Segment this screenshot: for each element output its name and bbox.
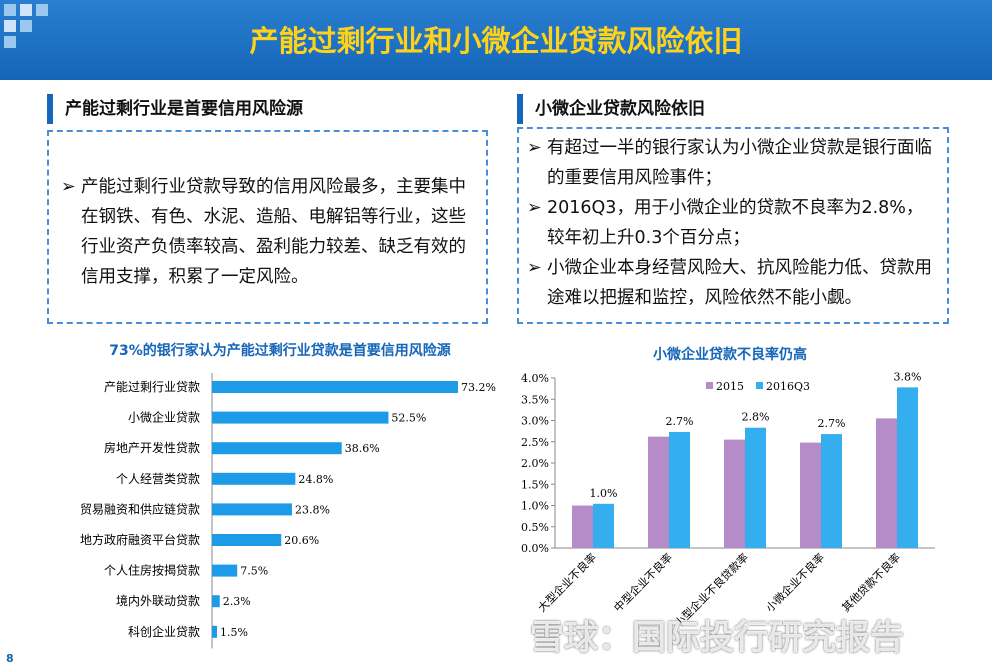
x-tick-label: 小微企业不良率 xyxy=(763,550,827,614)
watermark: 雪球：国际投行研究报告 xyxy=(530,618,904,658)
bar xyxy=(212,411,389,424)
value-label: 3.8% xyxy=(894,370,922,383)
page-number: 8 xyxy=(6,652,14,665)
category-label: 产能过剩行业贷款 xyxy=(104,380,200,394)
deco xyxy=(4,4,48,48)
bullet: 产能过剩行业贷款导致的信用风险最多，主要集中在钢铁、有色、水泥、造船、电解铝等行… xyxy=(61,172,472,292)
bar xyxy=(800,442,821,548)
category-label: 贸易融资和供应链贷款 xyxy=(80,501,200,516)
chart-title: 73%的银行家认为产能过剩行业贷款是首要信用风险源 xyxy=(109,342,451,359)
slide-title: 产能过剩行业和小微企业贷款风险依旧 xyxy=(249,24,743,58)
bar xyxy=(212,472,296,485)
bar xyxy=(669,431,690,548)
category-label: 个人住房按揭贷款 xyxy=(104,563,200,578)
legend-label: 2016Q3 xyxy=(766,380,810,393)
value-label: 24.8% xyxy=(298,473,333,486)
y-tick-label: 4.0% xyxy=(521,372,549,385)
bar xyxy=(212,564,238,577)
section-heading: 小微企业贷款风险依旧 xyxy=(517,94,705,124)
x-tick-label: 其他贷款不良率 xyxy=(839,550,903,614)
header-band xyxy=(0,0,992,80)
bar xyxy=(821,434,842,548)
text-box: 有超过一半的银行家认为小微企业贷款是银行面临的重要信用风险事件； 2016Q3，… xyxy=(517,127,949,324)
bar xyxy=(212,595,220,608)
category-label: 小微企业贷款 xyxy=(128,410,200,425)
y-tick-label: 2.5% xyxy=(521,436,549,449)
y-tick-label: 0.0% xyxy=(521,542,549,555)
bar xyxy=(724,439,745,548)
value-label: 73.2% xyxy=(461,381,496,394)
legend-label: 2015 xyxy=(716,380,744,393)
x-tick-label: 大型企业不良率 xyxy=(535,550,599,614)
category-label: 境内外联动贷款 xyxy=(116,593,200,608)
value-label: 1.0% xyxy=(590,487,618,500)
value-label: 20.6% xyxy=(284,534,319,547)
section-heading: 产能过剩行业是首要信用风险源 xyxy=(47,94,303,124)
x-tick-label: 中型企业不良率 xyxy=(611,550,675,614)
category-label: 地方政府融资平台贷款 xyxy=(80,532,200,547)
legend-swatch xyxy=(756,382,763,389)
value-label: 23.8% xyxy=(295,503,330,516)
chart: 小微企业贷款不良率仍高 0.0% 0.5% 1.0% 1.5% 2.0% 2.5% 3.0% 3… xyxy=(521,346,935,630)
value-label: 7.5% xyxy=(240,565,268,578)
bar xyxy=(897,387,918,548)
legend-swatch xyxy=(706,382,713,389)
bullet: 2016Q3，用于小微企业的贷款不良率为2.8%，较年初上升0.3个百分点； xyxy=(527,193,939,253)
value-label: 2.8% xyxy=(742,411,770,424)
category-label: 房地产开发性贷款 xyxy=(104,440,200,455)
text-box: 产能过剩行业贷款导致的信用风险最多，主要集中在钢铁、有色、水泥、造船、电解铝等行… xyxy=(47,130,488,324)
bar xyxy=(572,505,593,548)
y-tick-label: 3.5% xyxy=(521,393,549,406)
value-label: 2.3% xyxy=(223,595,251,608)
bar xyxy=(212,503,292,516)
value-label: 38.6% xyxy=(345,442,380,455)
y-tick-label: 3.0% xyxy=(521,415,549,428)
y-tick-label: 1.0% xyxy=(521,500,549,513)
category-label: 个人经营类贷款 xyxy=(116,472,200,486)
y-tick-label: 1.5% xyxy=(521,478,549,491)
bar xyxy=(745,427,766,548)
bar xyxy=(212,381,458,393)
bar xyxy=(212,625,218,638)
bullet: 小微企业本身经营风险大、抗风险能力低、贷款用途难以把握和监控，风险依然不能小觑。 xyxy=(527,253,939,313)
value-label: 2.7% xyxy=(818,417,846,430)
y-tick-label: 2.0% xyxy=(521,457,549,470)
bar xyxy=(876,418,897,548)
chart-title: 小微企业贷款不良率仍高 xyxy=(653,346,807,363)
value-label: 52.5% xyxy=(391,412,426,425)
bar xyxy=(593,503,614,548)
bar xyxy=(648,436,669,548)
bar xyxy=(212,534,282,546)
bullet: 有超过一半的银行家认为小微企业贷款是银行面临的重要信用风险事件； xyxy=(527,133,939,193)
category-label: 科创企业贷款 xyxy=(128,624,200,639)
bar xyxy=(212,442,342,455)
value-label: 2.7% xyxy=(666,415,694,428)
y-tick-label: 0.5% xyxy=(521,521,549,534)
value-label: 1.5% xyxy=(220,626,248,639)
